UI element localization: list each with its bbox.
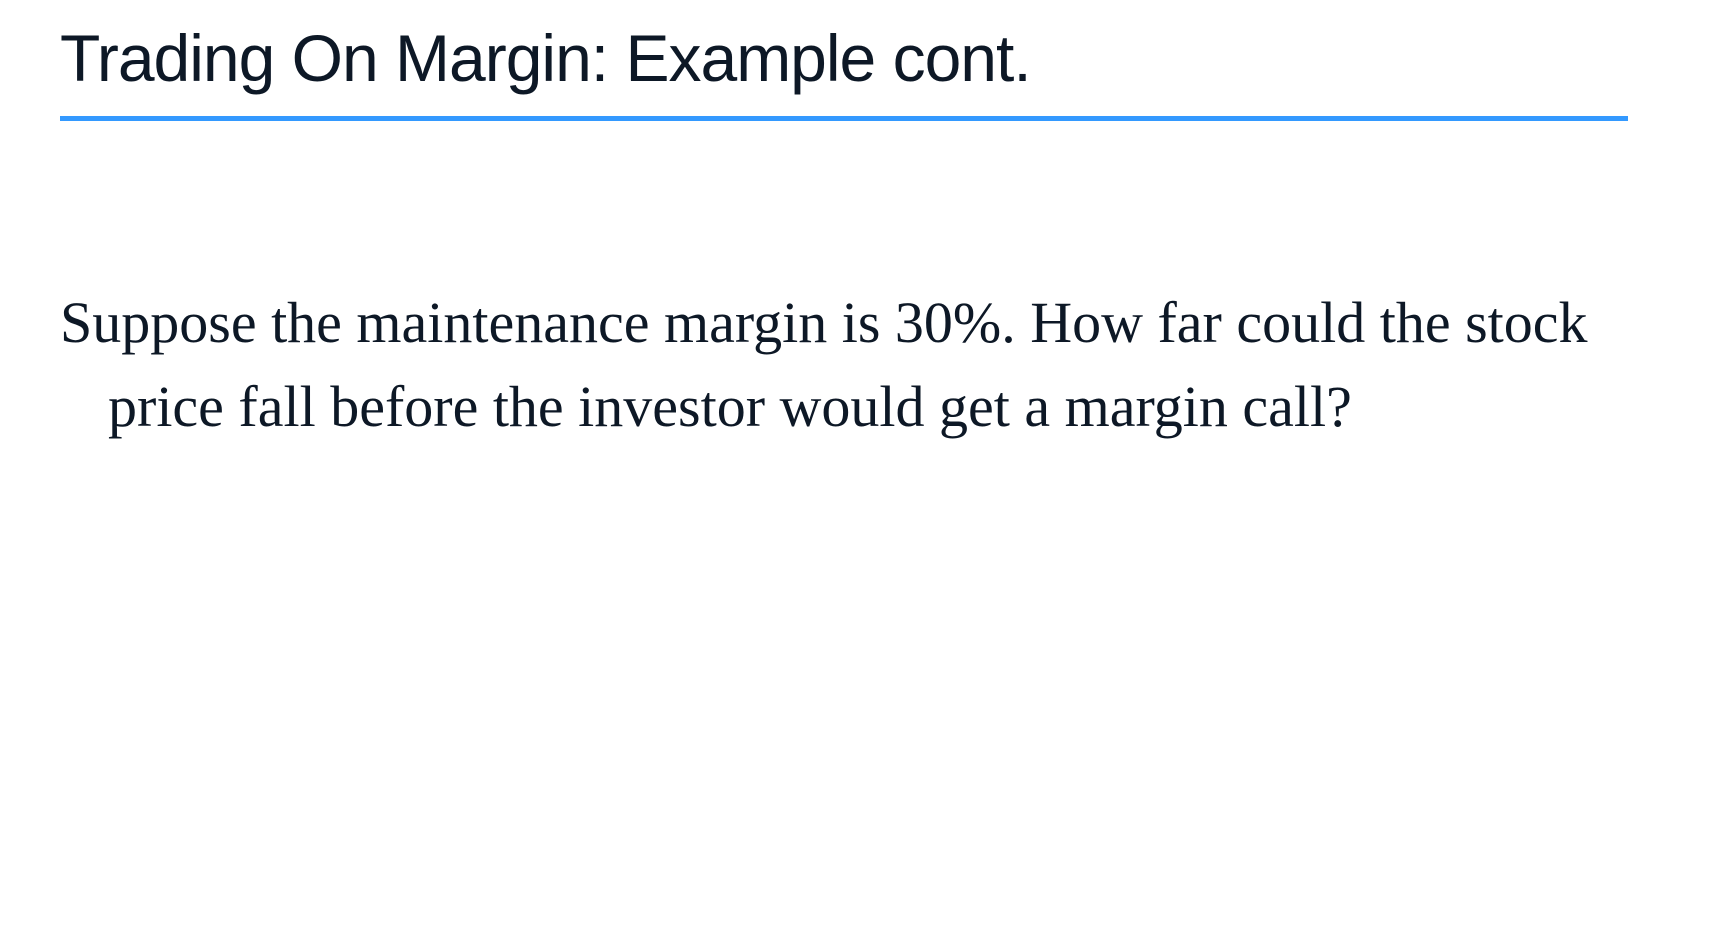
slide-title: Trading On Margin: Example cont. — [60, 20, 1668, 116]
title-underline — [60, 116, 1628, 121]
slide-container: Trading On Margin: Example cont. Suppose… — [0, 0, 1728, 936]
slide-body-text: Suppose the maintenance margin is 30%. H… — [108, 281, 1668, 449]
